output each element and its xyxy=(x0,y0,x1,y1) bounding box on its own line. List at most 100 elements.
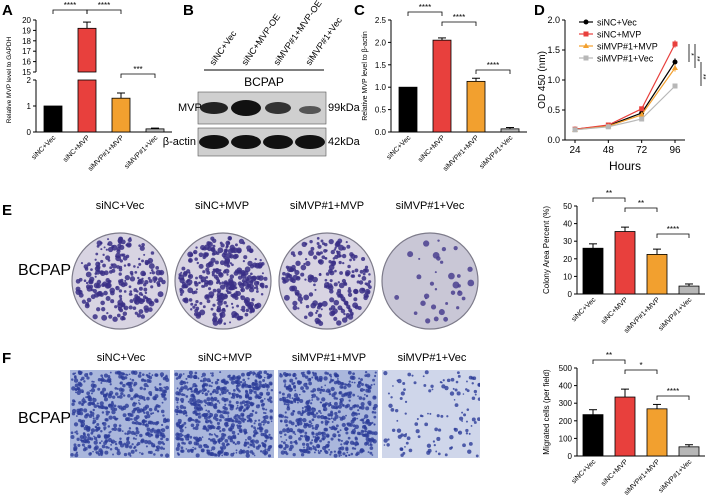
colony xyxy=(240,295,246,301)
migrated-cell xyxy=(265,391,271,396)
migrated-cell xyxy=(235,449,238,452)
migrated-cell xyxy=(288,447,293,452)
migrated-cell xyxy=(333,427,337,431)
migrated-cell xyxy=(113,427,118,432)
migrated-cell xyxy=(71,408,77,414)
migrated-cell xyxy=(365,384,370,388)
migrated-cell xyxy=(350,430,355,435)
migrated-cell xyxy=(139,386,143,390)
colony xyxy=(198,252,204,258)
y-tick-label: 50 xyxy=(563,202,572,211)
migrated-cell xyxy=(256,427,260,430)
migrated-cell xyxy=(96,404,100,408)
migrated-cell xyxy=(374,371,377,374)
migrated-cell xyxy=(235,401,239,405)
dish-label-3: siMVP#1+MVP xyxy=(289,200,365,212)
migrated-cell xyxy=(137,374,142,378)
colony xyxy=(238,238,245,244)
colony xyxy=(225,246,228,249)
migrated-cell xyxy=(477,417,480,421)
colony xyxy=(437,239,440,242)
migrated-cell xyxy=(360,402,365,407)
migrated-cell xyxy=(102,422,105,425)
colony xyxy=(353,297,358,302)
migrated-cell xyxy=(128,445,133,449)
y-axis-label: Colony Area Percent (%) xyxy=(542,206,551,294)
colony xyxy=(105,296,111,301)
colony xyxy=(143,253,146,256)
colony xyxy=(216,307,222,313)
colony xyxy=(342,261,345,265)
significance-bracket xyxy=(441,21,477,26)
migrated-cell xyxy=(359,406,362,408)
migrated-cell xyxy=(406,436,411,441)
migrated-cell xyxy=(262,423,265,426)
migrated-cell xyxy=(459,416,464,421)
colony xyxy=(193,251,196,254)
colony xyxy=(124,279,127,282)
colony xyxy=(453,245,458,251)
colony xyxy=(200,245,206,251)
category-label: siNC+Vec xyxy=(31,134,58,161)
migrated-cell xyxy=(193,409,198,414)
colony xyxy=(116,313,121,318)
colony xyxy=(83,264,89,269)
migrated-cell xyxy=(446,378,451,383)
migrated-cell xyxy=(135,406,140,411)
colony xyxy=(119,244,125,251)
migrated-cell xyxy=(125,373,128,376)
colony xyxy=(303,262,306,266)
colony xyxy=(178,273,182,277)
migrated-cell xyxy=(324,419,328,424)
migrated-cell xyxy=(76,387,80,390)
migrated-cell xyxy=(74,372,77,375)
migrated-cell xyxy=(317,451,321,455)
migrated-cell xyxy=(122,394,126,397)
migrated-cell xyxy=(292,409,295,413)
migrated-cell xyxy=(345,431,349,435)
migrated-cell xyxy=(311,418,315,422)
migrated-cell xyxy=(336,378,339,380)
migrated-cell xyxy=(80,378,83,381)
migrated-cell xyxy=(462,443,466,448)
colony xyxy=(212,288,217,293)
migrated-cell xyxy=(96,423,100,427)
migrated-cell xyxy=(134,438,137,440)
migrated-cell xyxy=(324,384,327,387)
migrated-cell xyxy=(403,433,407,438)
y-tick-label: 300 xyxy=(559,399,573,408)
migrated-cell xyxy=(327,417,330,420)
colony xyxy=(316,309,319,313)
y-tick-label: 2 xyxy=(27,76,32,85)
migrated-cell xyxy=(255,431,258,435)
migrated-cell xyxy=(465,428,469,433)
migrated-cell xyxy=(245,438,247,441)
significance-bracket xyxy=(656,233,690,238)
actin-bands xyxy=(199,135,325,149)
colony xyxy=(305,304,310,309)
migrated-cell xyxy=(263,370,268,374)
migrated-cell xyxy=(146,385,149,388)
colony xyxy=(315,311,318,315)
migrated-cell xyxy=(258,370,263,375)
colony xyxy=(140,293,144,297)
migrated-cell xyxy=(217,409,220,412)
migrated-cell xyxy=(284,383,287,386)
migrated-cell xyxy=(225,421,229,426)
colony xyxy=(92,314,98,320)
colony xyxy=(149,271,152,275)
migrated-cell xyxy=(234,379,239,384)
migrated-cell xyxy=(362,397,366,401)
migrated-cell xyxy=(245,450,250,455)
migrated-cell xyxy=(141,373,145,376)
colony xyxy=(144,259,149,264)
migrated-cell xyxy=(261,421,263,424)
colony xyxy=(100,300,105,306)
migrated-cell xyxy=(81,391,84,394)
migrated-cell xyxy=(363,388,366,391)
colony xyxy=(366,282,371,287)
migrated-cell xyxy=(134,449,138,452)
x-tick-label: 72 xyxy=(636,145,648,156)
colony xyxy=(129,276,136,282)
migrated-cell xyxy=(119,437,122,441)
